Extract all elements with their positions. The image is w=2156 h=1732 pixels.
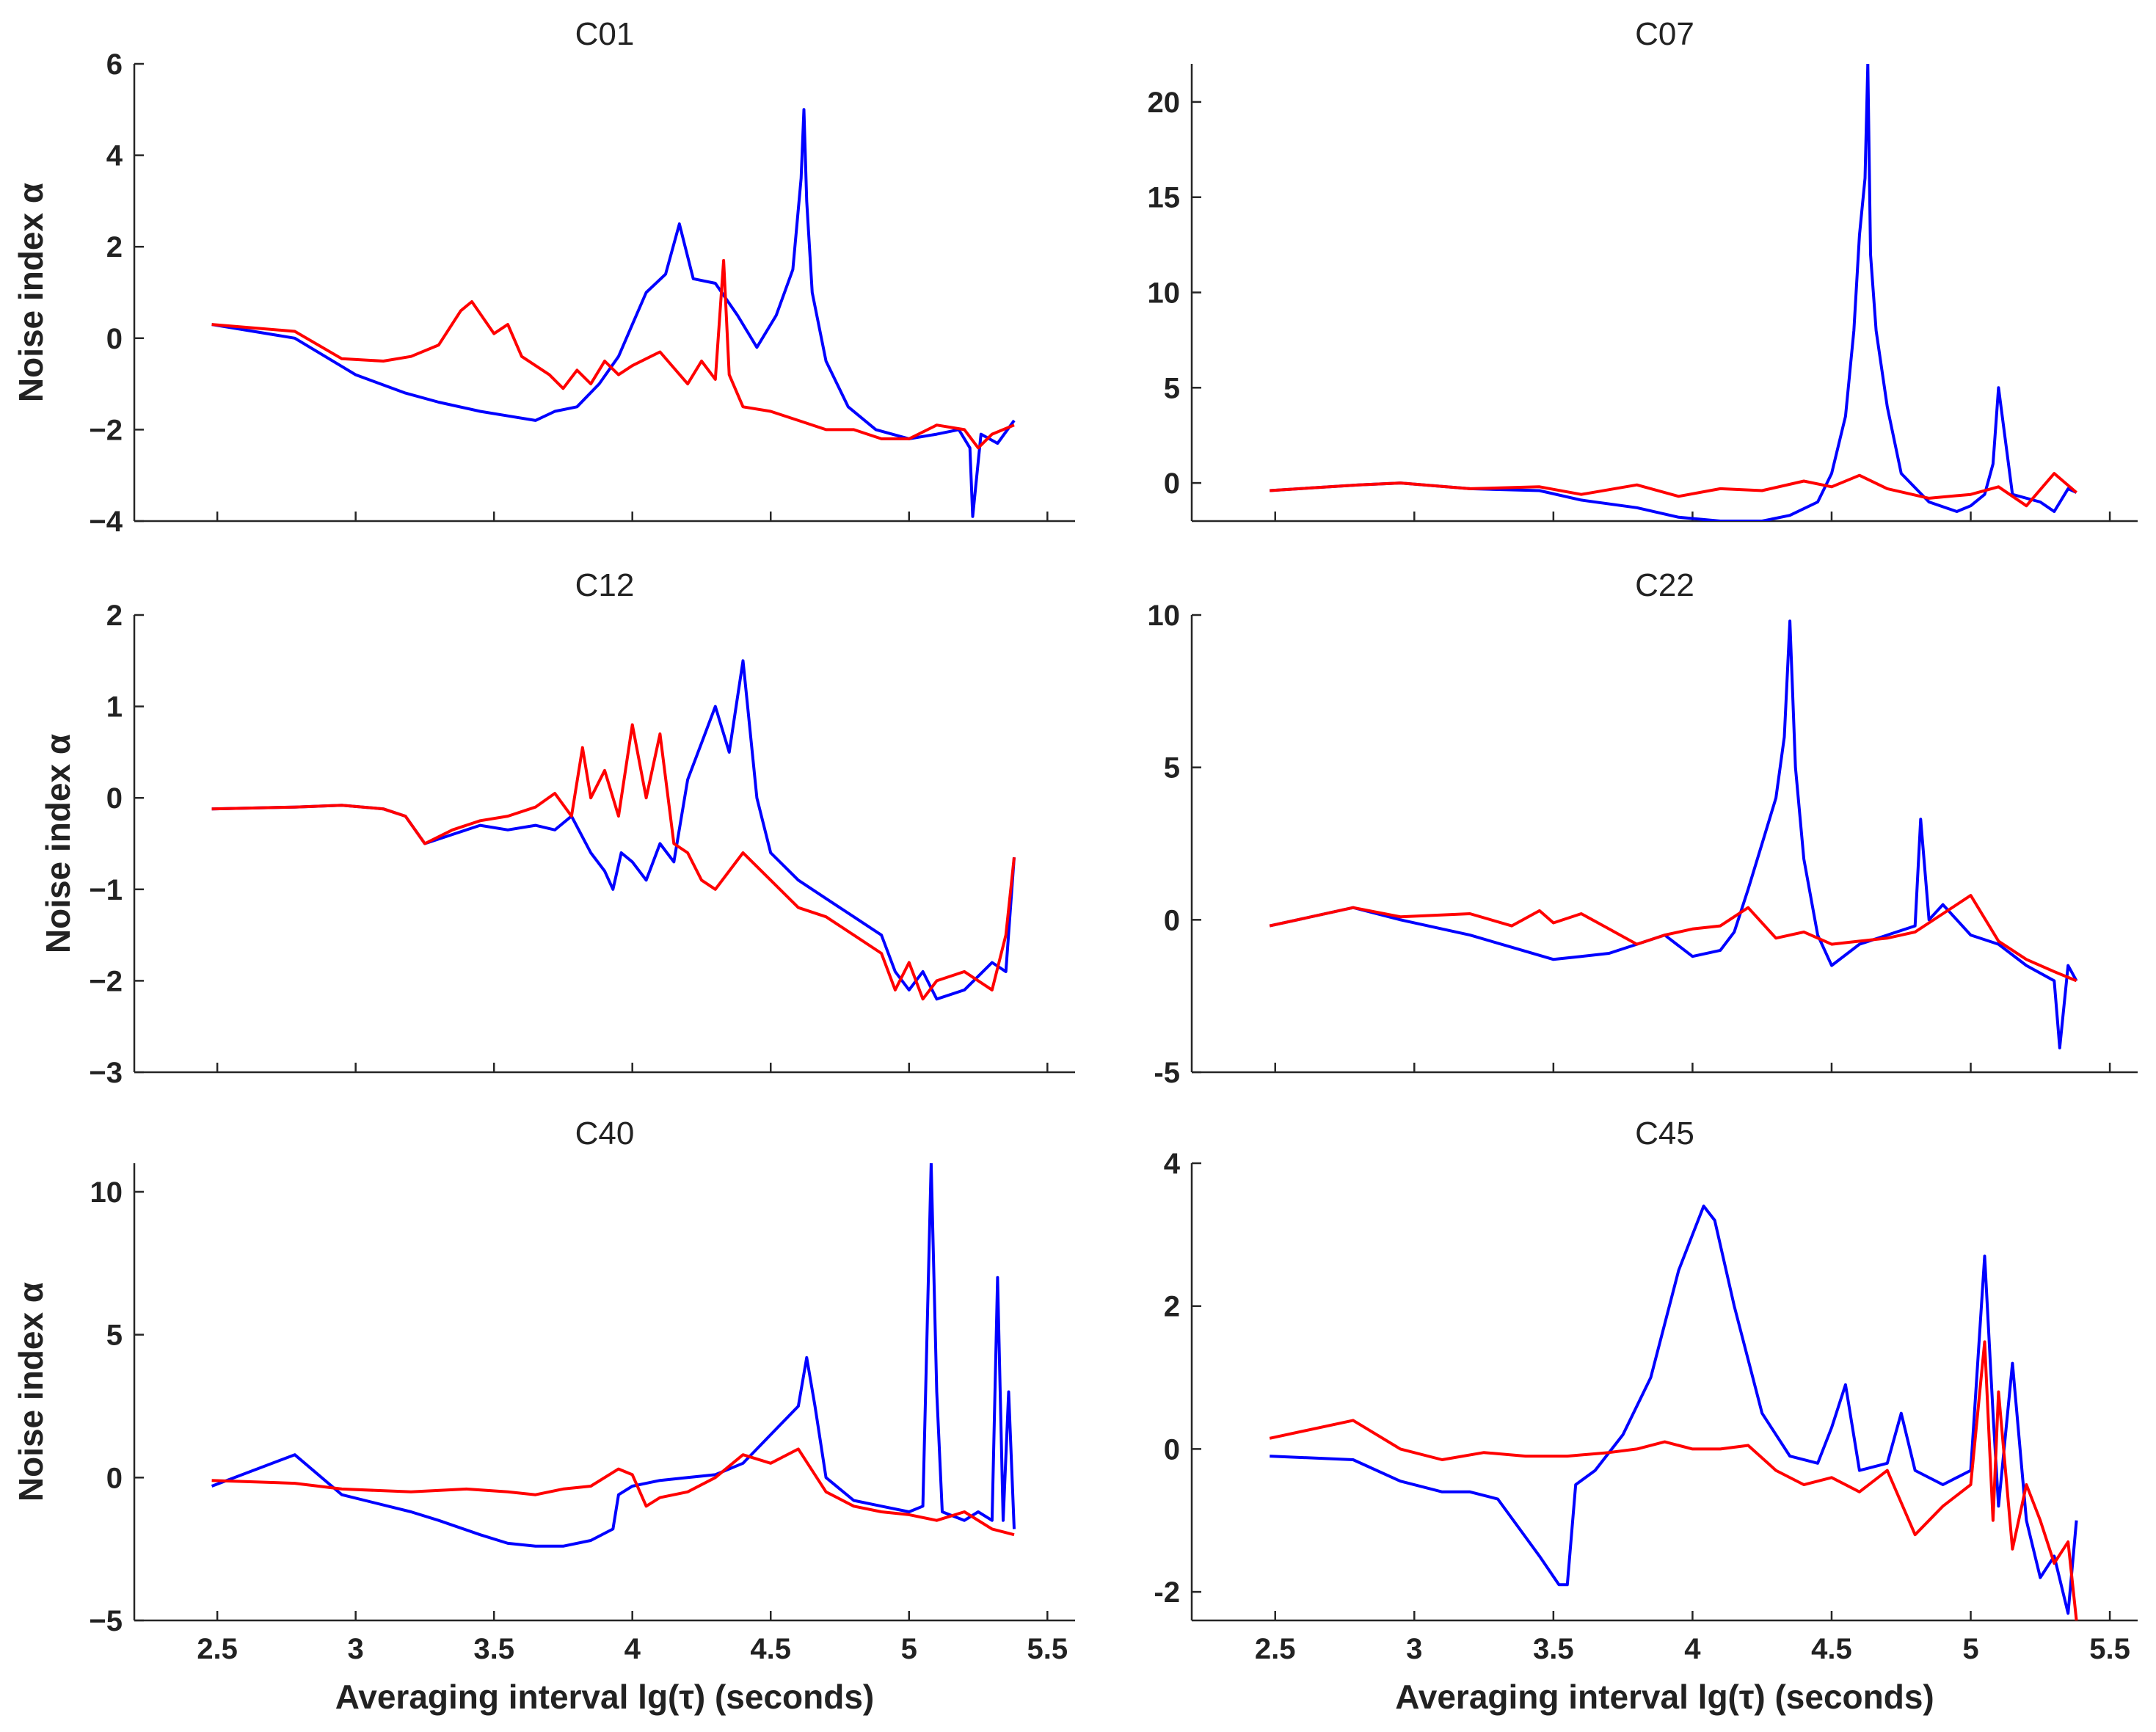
panel-c07: 0 5 10 15 20 C07 — [1148, 16, 2138, 523]
y-axis-label: Noise index α — [12, 183, 50, 402]
x-tick-label: 2.5 — [197, 1633, 238, 1665]
y-tick-label: 20 — [1148, 87, 1181, 119]
series-line-red — [1270, 472, 2077, 508]
series-line-red — [211, 258, 1015, 450]
panel-title: C22 — [1635, 567, 1694, 603]
x-tick-label: 5.5 — [2089, 1633, 2130, 1665]
y-tick-label: −4 — [89, 506, 123, 538]
y-axis-label: Noise index α — [39, 734, 77, 953]
series-line-red — [1269, 1340, 2078, 1620]
y-tick-label: 0 — [1164, 904, 1180, 936]
panel-title: C01 — [575, 16, 635, 52]
x-tick-label: 2.5 — [1255, 1633, 1296, 1665]
series-line-blue — [211, 108, 1016, 518]
x-tick-label: 5.5 — [1027, 1633, 1068, 1665]
series-line-blue — [211, 1163, 1016, 1548]
y-tick-label: −1 — [89, 874, 123, 906]
y-tick-label: −2 — [89, 414, 123, 446]
y-tick-label: 2 — [106, 231, 123, 263]
y-tick-label: -5 — [1154, 1057, 1180, 1089]
panel-c40: −5 0 5 10 2.5 3 3.5 4 4.5 5 5.5 C40 Noise index α Ave… — [12, 1116, 1075, 1716]
y-tick-label: 15 — [1148, 182, 1181, 214]
x-tick-label: 3.5 — [473, 1633, 514, 1665]
panel-c01: −4 −2 0 2 4 6 C01 Noise index α — [12, 16, 1075, 538]
series-line-blue — [211, 659, 1016, 1001]
panel-title: C12 — [575, 567, 635, 603]
y-tick-label: 10 — [1148, 277, 1181, 310]
y-tick-label: 0 — [1164, 1433, 1180, 1466]
panel-title: C40 — [575, 1116, 635, 1151]
y-tick-label: 5 — [106, 1320, 123, 1352]
y-tick-label: −5 — [89, 1605, 123, 1637]
y-tick-label: 0 — [106, 323, 123, 355]
x-axis-label: Averaging interval lg(τ) (seconds) — [335, 1678, 875, 1716]
x-tick-label: 3.5 — [1533, 1633, 1574, 1665]
series-line-blue — [1270, 1204, 2078, 1615]
y-tick-label: 5 — [1164, 372, 1180, 404]
y-tick-label: 5 — [1164, 752, 1180, 785]
panel-c22: -5 0 5 10 C22 — [1148, 567, 2138, 1089]
panel-title: C45 — [1635, 1116, 1694, 1151]
y-tick-label: 0 — [106, 782, 123, 815]
x-axis-label: Averaging interval lg(τ) (seconds) — [1395, 1678, 1934, 1716]
y-tick-label: 0 — [106, 1462, 123, 1494]
y-tick-label: 2 — [1164, 1291, 1180, 1323]
panel-c12: −3 −2 −1 0 1 2 C12 Noise index α — [39, 567, 1075, 1089]
x-tick-label: 3 — [1406, 1633, 1422, 1665]
y-tick-label: 10 — [90, 1176, 123, 1209]
y-tick-label: 10 — [1148, 600, 1181, 632]
series-line-red — [1269, 894, 2077, 983]
y-tick-label: −2 — [89, 965, 123, 997]
y-tick-label: 6 — [106, 48, 123, 81]
x-tick-label: 3 — [348, 1633, 364, 1665]
x-tick-label: 4.5 — [750, 1633, 791, 1665]
x-tick-label: 4 — [624, 1633, 641, 1665]
x-tick-label: 4.5 — [1811, 1633, 1852, 1665]
y-tick-label: 1 — [106, 691, 123, 724]
x-tick-label: 4 — [1684, 1633, 1701, 1665]
x-tick-label: 5 — [901, 1633, 917, 1665]
series-line-blue — [1270, 64, 2077, 521]
panel-title: C07 — [1635, 16, 1694, 52]
series-line-blue — [1269, 619, 2078, 1049]
y-axis-label: Noise index α — [12, 1282, 50, 1502]
y-tick-label: 4 — [106, 140, 123, 172]
panel-c45: -2 0 2 4 2.5 3 3.5 4 4.5 5 5.5 C45 Averaging interva… — [1154, 1116, 2138, 1716]
y-tick-label: 2 — [106, 600, 123, 632]
y-tick-label: -2 — [1154, 1576, 1180, 1609]
y-tick-label: −3 — [89, 1057, 123, 1089]
y-tick-label: 0 — [1164, 467, 1180, 500]
series-line-red — [211, 1447, 1015, 1537]
y-tick-label: 4 — [1164, 1148, 1181, 1180]
x-tick-label: 5 — [1962, 1633, 1978, 1665]
series-line-red — [211, 723, 1016, 1001]
